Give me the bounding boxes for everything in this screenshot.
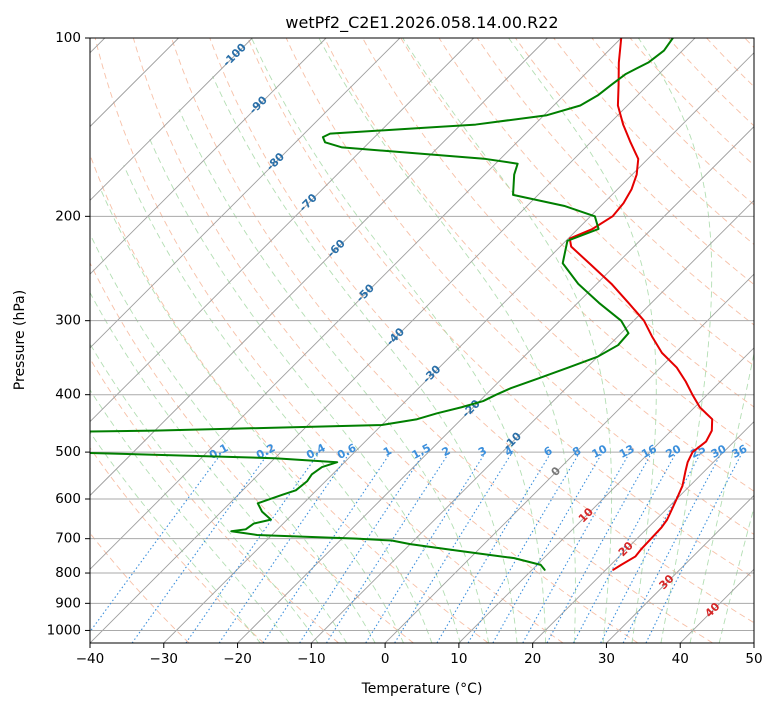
mixing-ratio-line (546, 451, 653, 643)
mixing-ratio-label: 30 (709, 442, 729, 461)
mixing-ratio-line (90, 451, 223, 633)
x-tick-label: 30 (598, 651, 615, 667)
mixing-ratio-label: 25 (688, 442, 708, 461)
mixing-ratio-label: 36 (730, 442, 750, 461)
dry-adiabat (324, 38, 754, 492)
x-tick-label: 40 (672, 651, 689, 667)
axes: −40 −30 −20 −10 0 10 20 30 40 50 100 200 300 400 500 60… (47, 30, 763, 667)
isotherm (384, 273, 754, 643)
y-tick-label: 200 (55, 208, 81, 224)
y-tick-label: 400 (55, 387, 81, 403)
mixing-ratio-label: 13 (617, 442, 637, 461)
dry-adiabat (94, 38, 564, 643)
moist-adiabat (251, 38, 547, 643)
x-tick-label: 20 (524, 651, 541, 667)
y-tick-label: 1000 (47, 622, 81, 638)
mixing-ratio-line (325, 451, 450, 643)
dry-adiabat (247, 38, 754, 579)
dry-adiabat (629, 38, 754, 166)
moist-adiabat (90, 291, 348, 643)
dry-adiabat (438, 38, 754, 367)
y-tick-label: 100 (55, 30, 81, 46)
isotherm (90, 38, 696, 643)
isotherm (163, 52, 754, 643)
mixing-ratio-line (365, 451, 487, 643)
background-lines (90, 38, 754, 643)
mixing-ratio-line (467, 451, 581, 643)
isotherm (606, 494, 754, 643)
mixing-ratio-line (131, 451, 270, 643)
x-tick-label: 10 (450, 651, 467, 667)
moist-adiabat (100, 189, 405, 643)
moist-adiabat (90, 343, 319, 643)
y-tick-label: 700 (55, 531, 81, 547)
x-axis-label: Temperature (°C) (361, 681, 483, 697)
y-tick-label: 900 (55, 595, 81, 611)
temperature-profile (568, 38, 714, 571)
profile-lines (90, 38, 714, 571)
mixing-ratio-line (218, 451, 351, 643)
moist-adiabat (508, 38, 657, 643)
mixing-ratio-line (573, 451, 677, 643)
x-tick-label: −20 (223, 651, 252, 667)
moist-adiabat (212, 76, 518, 643)
x-tick-label: 0 (381, 651, 390, 667)
moist-adiabat (90, 232, 376, 643)
moist-adiabat (90, 431, 261, 643)
dry-adiabat (515, 38, 754, 286)
x-tick-label: −40 (76, 651, 105, 667)
x-tick-label: −30 (150, 651, 179, 667)
isotherm (458, 347, 754, 643)
isotherm (90, 38, 253, 201)
moist-adiabat (90, 389, 290, 643)
moist-adiabat (689, 351, 754, 643)
dry-adiabat (209, 38, 754, 624)
mixing-ratio-label: 16 (639, 442, 659, 461)
moist-adiabat (718, 505, 754, 643)
y-tick-label: 300 (55, 313, 81, 329)
mixing-ratio-label: 10 (590, 442, 610, 461)
x-tick-label: 50 (745, 651, 762, 667)
isotherm (90, 38, 327, 275)
isotherm (90, 38, 622, 570)
mixing-ratio-line (436, 451, 552, 643)
isotherm (532, 421, 754, 643)
dewpoint-profile (90, 38, 674, 571)
plot-frame (89, 37, 755, 644)
y-tick-label: 500 (55, 444, 81, 460)
x-tick-label: −10 (297, 651, 326, 667)
mixing-ratio-label: 20 (664, 442, 684, 461)
isotherm (237, 125, 754, 643)
mixing-ratio-line (492, 451, 604, 643)
isotherm (90, 38, 548, 497)
isotherm (90, 38, 401, 349)
dry-adiabat (90, 262, 414, 643)
dry-adiabat (90, 447, 265, 643)
isotherm (90, 38, 474, 423)
isotherm (311, 199, 754, 643)
y-tick-label: 600 (55, 491, 81, 507)
dry-adiabat (400, 38, 754, 408)
moist-adiabat (402, 38, 613, 643)
mixing-ratio-line (394, 451, 513, 643)
y-tick-label: 800 (55, 565, 81, 581)
moist-adiabat (318, 38, 576, 643)
y-axis-label: Pressure (hPa) (12, 290, 28, 390)
chart-title: wetPf2_C2E1.2026.058.14.00.R22 (285, 13, 558, 33)
moist-adiabat (123, 165, 433, 643)
mixing-ratio-line (185, 451, 320, 643)
mixing-ratio-line (522, 451, 631, 643)
moist-adiabat (638, 38, 713, 643)
